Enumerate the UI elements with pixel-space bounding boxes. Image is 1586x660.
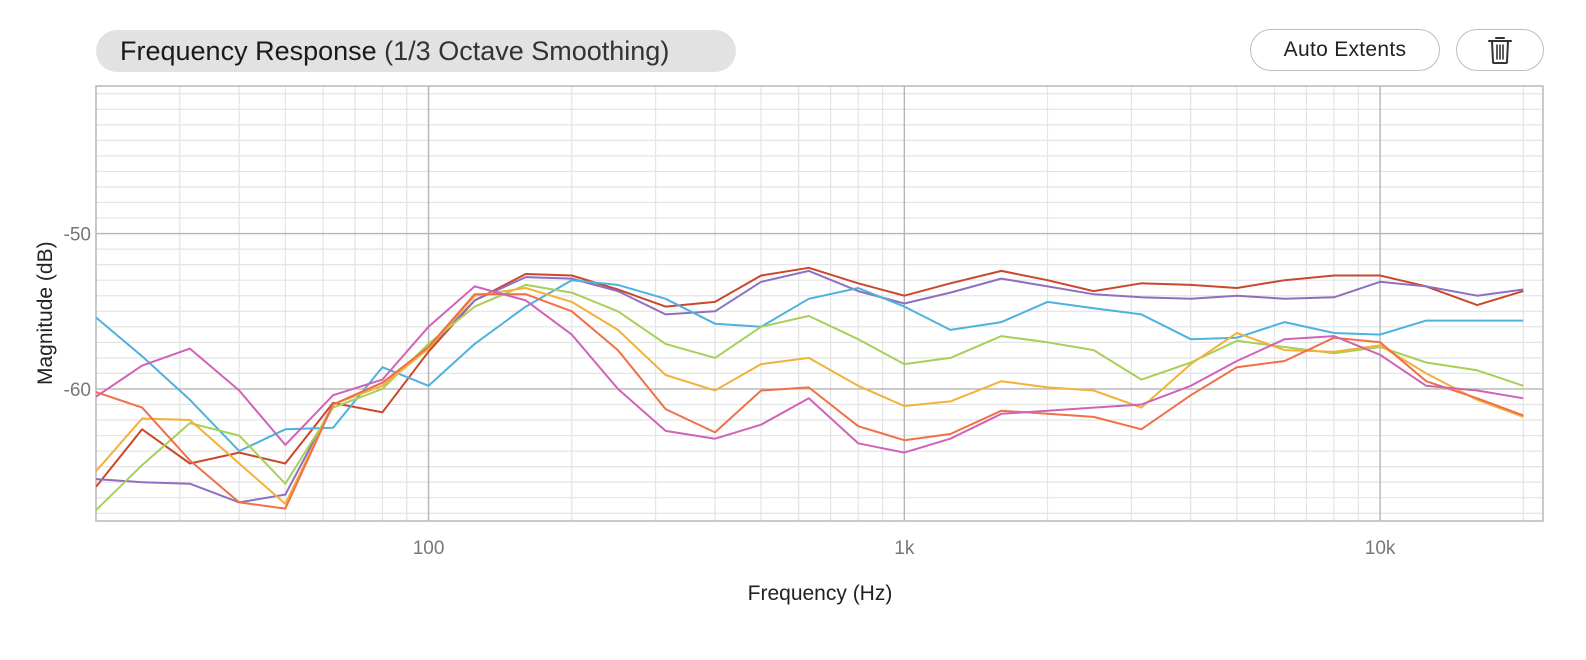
chart-title: Frequency Response (1/3 Octave Smoothing… [96, 30, 736, 72]
x-tick-label: 10k [1365, 538, 1396, 559]
plot-frame [95, 85, 1544, 522]
y-tick-label: -60 [64, 380, 91, 401]
series-line-3 [96, 279, 1524, 453]
grid-minor [95, 86, 1543, 521]
series-layer [96, 266, 1524, 511]
y-tick-label: -50 [64, 225, 91, 246]
delete-button[interactable] [1456, 29, 1544, 71]
tick-labels: 100 1k 10k -50 -60 [64, 225, 1396, 559]
series-line-5 [96, 287, 1524, 505]
series-line-6 [96, 293, 1524, 510]
trash-icon [1488, 37, 1512, 64]
x-tick-label: 100 [413, 538, 445, 559]
x-axis-label: Frequency (Hz) [747, 582, 893, 605]
chart-title-smoothing: (1/3 Octave Smoothing) [384, 36, 670, 66]
series-line-7 [96, 285, 1524, 454]
auto-extents-button[interactable]: Auto Extents [1250, 29, 1440, 71]
grid-major [96, 86, 1543, 521]
series-line-1 [96, 266, 1524, 488]
x-tick-label: 1k [894, 538, 915, 559]
series-line-2 [96, 269, 1524, 504]
chart-title-main: Frequency Response [120, 36, 377, 66]
series-line-4 [96, 283, 1524, 511]
y-axis-label: Magnitude (dB) [34, 241, 57, 385]
y-axis-label-wrap: Magnitude (dB) [2, 241, 62, 415]
